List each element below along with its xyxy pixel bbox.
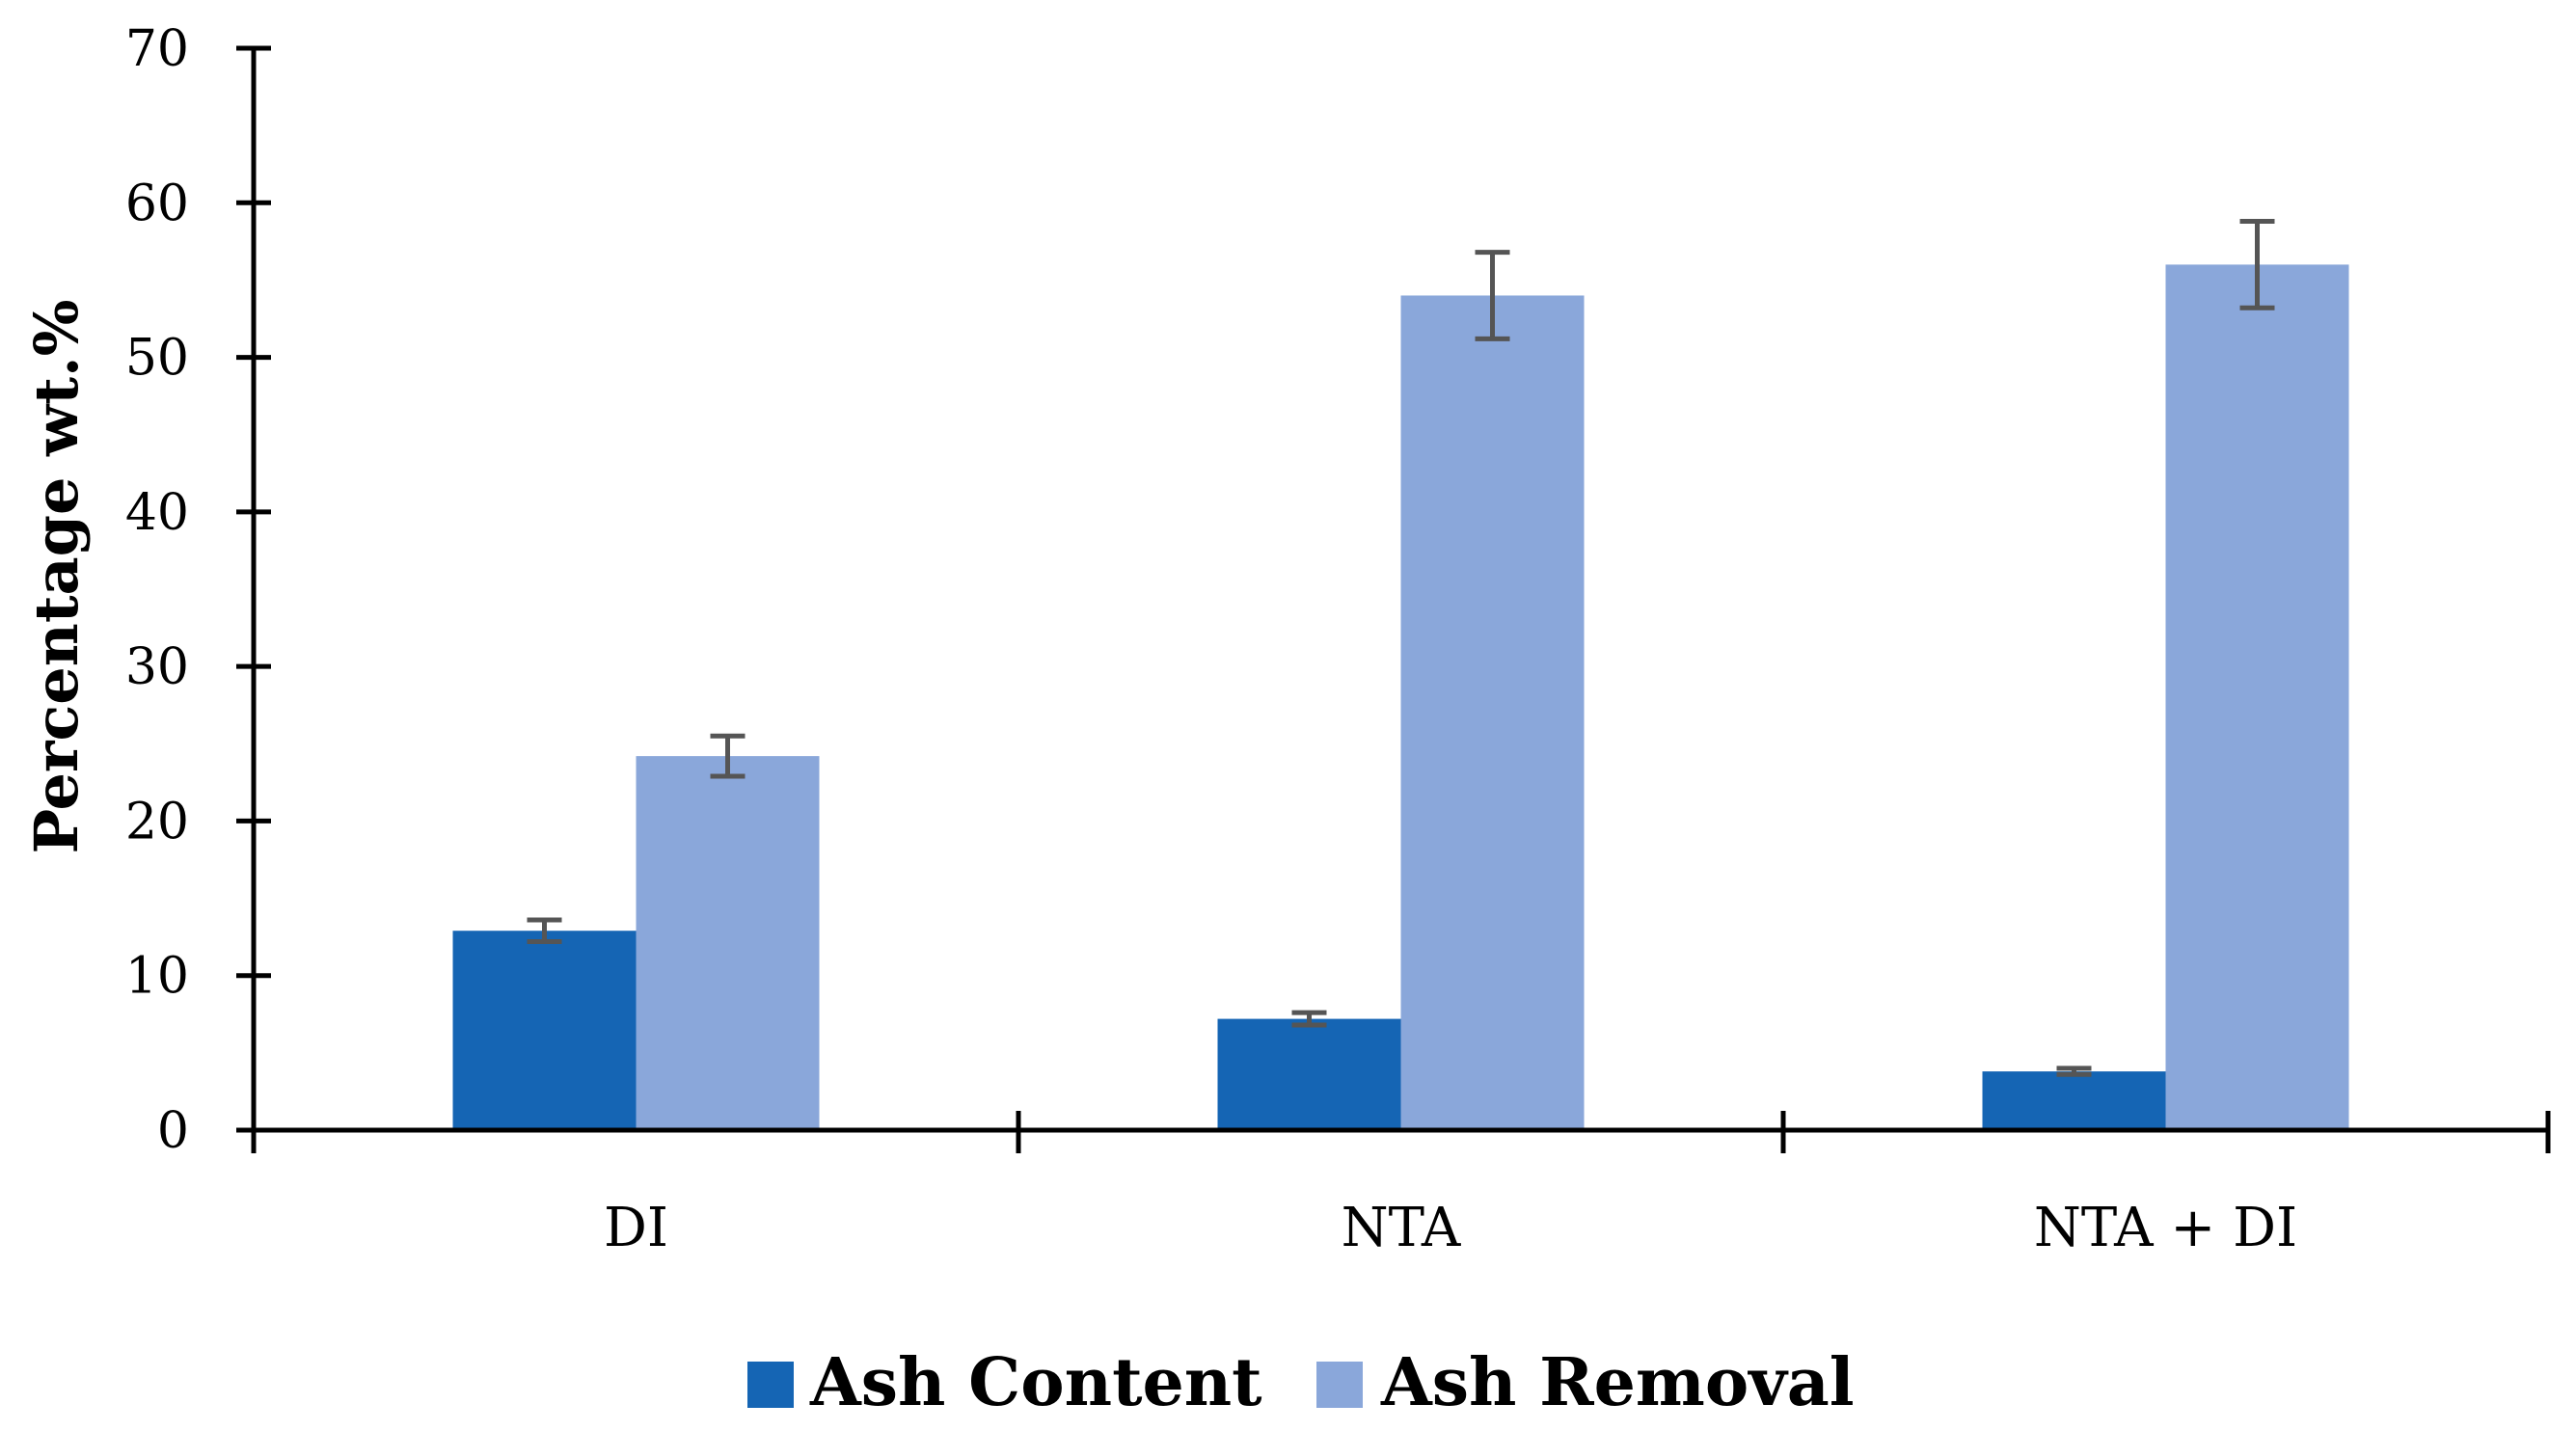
bar-ash-removal-2 bbox=[2165, 264, 2349, 1130]
legend: Ash Content Ash Removal bbox=[747, 1344, 1855, 1421]
x-category-label-0: DI bbox=[604, 1197, 668, 1259]
error-bar-ash-content-1 bbox=[1291, 1010, 1327, 1028]
error-bar-ash-removal-2 bbox=[2239, 219, 2275, 310]
bar-ash-content-2 bbox=[1982, 1071, 2166, 1130]
error-bars-layer bbox=[527, 219, 2275, 1077]
legend-item-ash-removal: Ash Removal bbox=[1316, 1344, 1855, 1421]
x-category-labels: DI NTA NTA + DI bbox=[604, 1197, 2297, 1259]
error-bar-ash-removal-0 bbox=[710, 733, 746, 779]
y-tick-label-30: 30 bbox=[125, 638, 189, 696]
y-tick-labels: 0 10 20 30 40 50 60 70 bbox=[125, 20, 189, 1160]
axes-layer bbox=[236, 45, 2551, 1153]
legend-label: Ash Removal bbox=[1380, 1344, 1855, 1421]
legend-label: Ash Content bbox=[809, 1344, 1262, 1421]
error-bar-ash-removal-1 bbox=[1475, 250, 1510, 341]
y-tick-label-50: 50 bbox=[125, 330, 189, 388]
legend-swatch bbox=[1316, 1362, 1363, 1408]
bar-ash-removal-1 bbox=[1400, 295, 1585, 1130]
bar-ash-content-1 bbox=[1217, 1018, 1401, 1130]
bar-ash-removal-0 bbox=[636, 756, 820, 1130]
y-tick-label-10: 10 bbox=[125, 948, 189, 1006]
y-tick-label-60: 60 bbox=[125, 175, 189, 232]
y-tick-label-0: 0 bbox=[157, 1102, 189, 1160]
legend-item-ash-content: Ash Content bbox=[747, 1344, 1262, 1421]
error-bar-ash-content-0 bbox=[527, 917, 562, 944]
error-bar-ash-content-2 bbox=[2056, 1066, 2092, 1077]
x-category-label-1: NTA bbox=[1342, 1197, 1461, 1259]
legend-swatch bbox=[747, 1362, 794, 1408]
y-tick-label-40: 40 bbox=[125, 484, 189, 542]
y-tick-label-70: 70 bbox=[125, 20, 189, 78]
y-axis-title: Percentage wt.% bbox=[21, 299, 92, 853]
x-category-label-2: NTA + DI bbox=[2034, 1197, 2297, 1259]
y-axis-title-group: Percentage wt.% bbox=[21, 299, 92, 853]
bars-layer bbox=[452, 264, 2349, 1130]
bar-ash-content-0 bbox=[452, 931, 637, 1130]
y-tick-label-20: 20 bbox=[125, 793, 189, 850]
